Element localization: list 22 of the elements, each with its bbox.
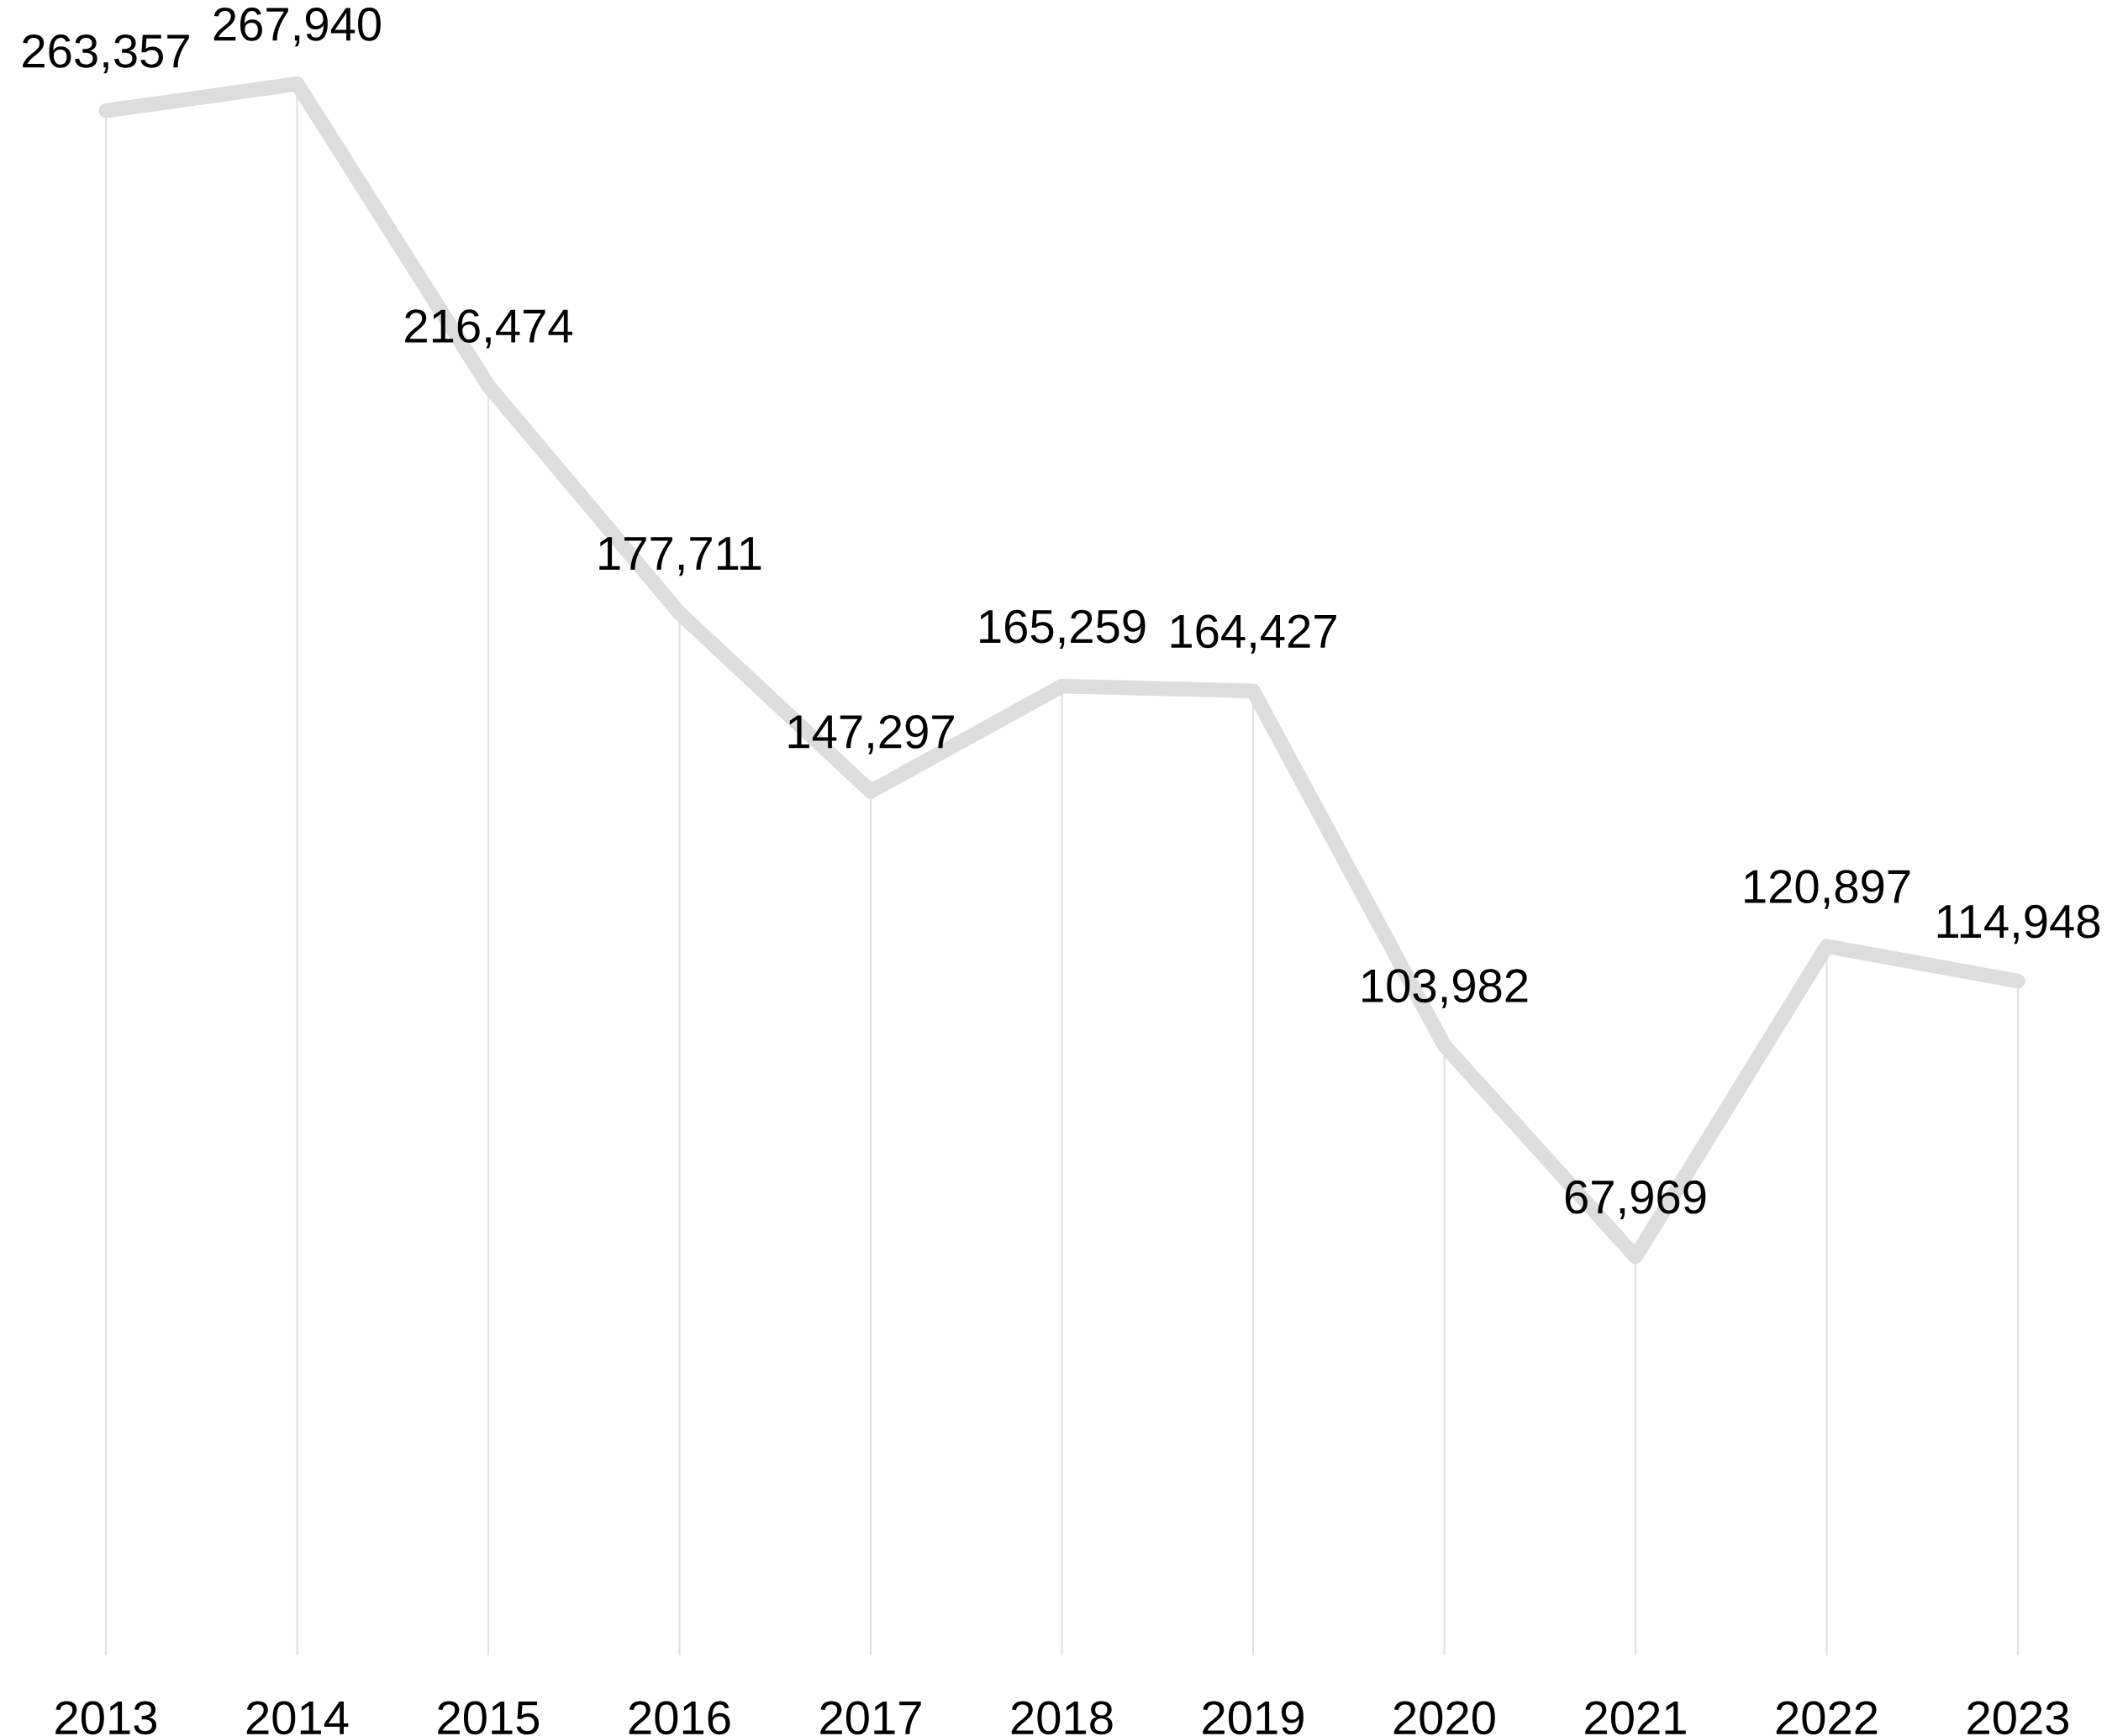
x-tick-label: 2016	[629, 1701, 730, 1735]
x-tick-label: 2021	[1585, 1701, 1686, 1735]
x-tick-label: 2019	[1203, 1701, 1304, 1735]
data-label: 165,259	[980, 609, 1146, 650]
x-tick-label: 2020	[1393, 1701, 1495, 1735]
data-label: 263,357	[23, 34, 189, 74]
data-label: 147,297	[788, 715, 954, 755]
x-tick-label: 2015	[438, 1701, 540, 1735]
data-label: 267,940	[213, 7, 381, 47]
data-label: 216,474	[405, 309, 572, 349]
x-tick-label: 2023	[1967, 1701, 2069, 1735]
data-label: 103,982	[1362, 969, 1528, 1008]
x-tick-label: 2022	[1776, 1701, 1878, 1735]
data-label: 177,711	[599, 537, 761, 576]
x-tick-label: 2017	[820, 1701, 921, 1735]
data-label: 67,969	[1565, 1180, 1706, 1220]
data-label: 114,948	[1937, 904, 2100, 944]
data-label: 120,897	[1745, 870, 1910, 909]
x-tick-label: 2013	[55, 1701, 157, 1735]
data-label: 164,427	[1171, 614, 1336, 654]
x-tick-label: 2018	[1011, 1701, 1113, 1735]
x-tick-label: 2014	[246, 1701, 349, 1735]
